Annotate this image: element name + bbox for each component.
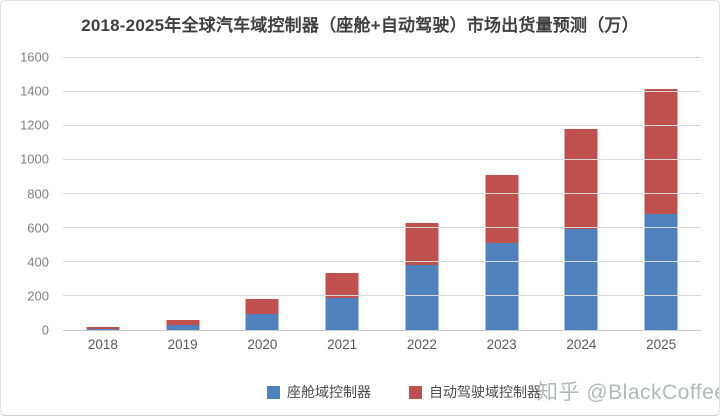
legend-item-cockpit: 座舱域控制器 xyxy=(267,382,371,402)
y-axis-tick-label: 1400 xyxy=(20,83,49,99)
bar-2022-segment-autonomous xyxy=(405,223,439,266)
bar-2019-segment-cockpit xyxy=(166,324,200,330)
bar-2023-segment-cockpit xyxy=(485,242,519,330)
legend-swatch-blue-icon xyxy=(267,385,280,399)
bar-slot-2019 xyxy=(143,57,223,330)
legend-label-autonomous: 自动驾驶域控制器 xyxy=(429,384,541,400)
legend-item-autonomous: 自动驾驶域控制器 xyxy=(409,382,541,402)
bar-2022-segment-cockpit xyxy=(405,265,439,330)
gridline-800 xyxy=(63,193,701,194)
y-axis-tick-label: 800 xyxy=(27,186,49,201)
bar-2021-segment-cockpit xyxy=(325,297,359,330)
x-axis-tick-label: 2023 xyxy=(486,337,517,352)
gridline-1400 xyxy=(63,90,701,92)
bar-2021-segment-autonomous xyxy=(325,272,359,298)
bar-2024 xyxy=(564,57,598,330)
gridline-1200 xyxy=(63,124,701,126)
y-axis-tick-label: 0 xyxy=(41,322,49,338)
chart-title: 2018-2025年全球汽车域控制器（座舱+自动驾驶）市场出货量预测（万） xyxy=(81,16,639,35)
y-axis-tick-label: 1600 xyxy=(20,49,49,65)
gridline-200 xyxy=(63,295,701,297)
legend-swatch-red-icon xyxy=(409,385,422,399)
bar-series-container xyxy=(63,57,701,330)
bar-2019-segment-autonomous xyxy=(166,319,200,325)
bar-2020-segment-cockpit xyxy=(245,313,279,330)
y-axis-tick-label: 400 xyxy=(27,254,49,270)
bar-2024-segment-autonomous xyxy=(564,128,598,230)
x-axis: 2018 2019 2020 2021 2022 2023 2024 2025 xyxy=(63,337,701,352)
y-axis-tick-label: 200 xyxy=(27,288,49,304)
legend: 座舱域控制器 自动驾驶域控制器 xyxy=(45,382,719,402)
x-axis-tick-label: 2018 xyxy=(87,337,118,352)
bar-slot-2024 xyxy=(542,57,622,330)
gridline-400 xyxy=(63,261,701,263)
y-axis-tick-label: 600 xyxy=(27,220,49,236)
bar-2024-segment-cockpit xyxy=(564,229,598,330)
legend-label-cockpit: 座舱域控制器 xyxy=(287,384,371,400)
gridline-1000 xyxy=(63,158,701,160)
bar-slot-2023 xyxy=(462,57,542,330)
bar-2020 xyxy=(245,57,279,330)
bar-slot-2021 xyxy=(302,57,382,330)
x-axis-tick-label: 2022 xyxy=(406,337,437,352)
gridline-1600 xyxy=(63,56,701,58)
gridline-600 xyxy=(63,227,701,229)
bar-slot-2020 xyxy=(223,57,303,330)
watermark: 知乎 @BlackCoffee xyxy=(537,381,720,404)
bar-2020-segment-autonomous xyxy=(245,299,279,314)
y-axis: 0 200 400 600 800 1000 1200 1400 1600 xyxy=(1,50,55,338)
bar-2023-segment-autonomous xyxy=(485,174,519,243)
bar-2022 xyxy=(405,57,439,330)
bar-2019 xyxy=(166,57,200,330)
x-axis-tick-label: 2019 xyxy=(167,337,198,352)
gridline-0 xyxy=(63,329,701,331)
x-axis-tick-label: 2024 xyxy=(566,337,597,352)
x-axis-tick-label: 2020 xyxy=(247,337,278,352)
y-axis-tick-label: 1000 xyxy=(20,151,49,167)
plot-area xyxy=(63,56,701,331)
bar-2021 xyxy=(325,57,359,330)
x-axis-tick-label: 2025 xyxy=(646,337,677,352)
bar-2023 xyxy=(485,57,519,330)
bar-2025-segment-cockpit xyxy=(644,213,678,330)
bar-slot-2022 xyxy=(382,57,462,330)
x-axis-tick-label: 2021 xyxy=(327,337,358,352)
bar-2025-segment-autonomous xyxy=(644,89,678,214)
bar-2018-segment-autonomous xyxy=(86,326,120,330)
y-axis-tick-label: 1200 xyxy=(20,117,49,133)
